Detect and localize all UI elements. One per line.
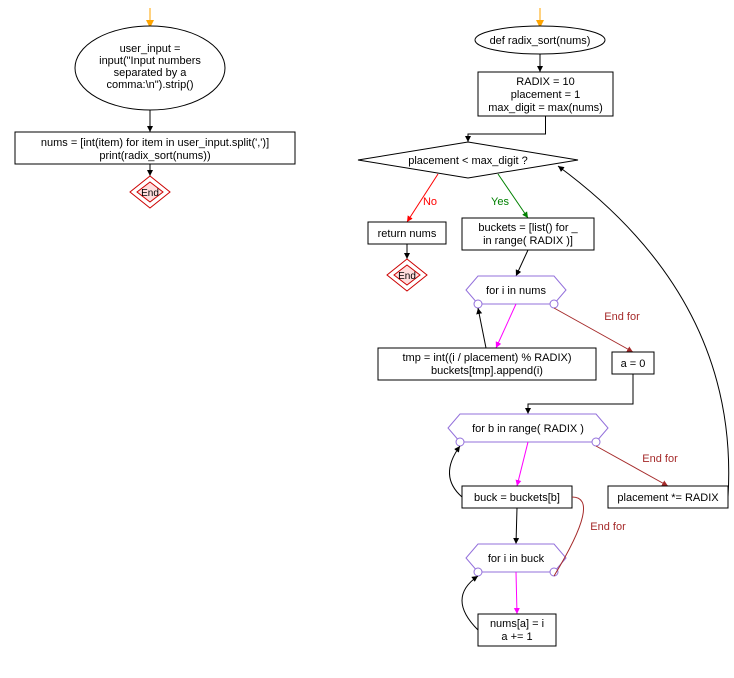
svg-text:placement *= RADIX: placement *= RADIX bbox=[617, 492, 719, 504]
svg-text:in range( RADIX )]: in range( RADIX )] bbox=[483, 235, 573, 247]
svg-text:a = 0: a = 0 bbox=[621, 358, 646, 370]
svg-text:separated by a: separated by a bbox=[114, 67, 188, 79]
svg-text:Yes: Yes bbox=[491, 196, 509, 208]
svg-text:user_input =: user_input = bbox=[120, 43, 181, 55]
svg-text:nums = [int(item) for item in: nums = [int(item) for item in user_input… bbox=[41, 137, 269, 149]
svg-text:No: No bbox=[423, 196, 437, 208]
svg-text:input("Input numbers: input("Input numbers bbox=[99, 55, 201, 67]
svg-text:End for: End for bbox=[642, 453, 678, 465]
svg-text:End for: End for bbox=[590, 521, 626, 533]
svg-text:End for: End for bbox=[604, 311, 640, 323]
svg-text:def radix_sort(nums): def radix_sort(nums) bbox=[490, 35, 591, 47]
svg-text:max_digit = max(nums): max_digit = max(nums) bbox=[488, 102, 603, 114]
svg-text:RADIX = 10: RADIX = 10 bbox=[516, 76, 574, 88]
svg-text:a += 1: a += 1 bbox=[501, 631, 532, 643]
svg-text:for b in range( RADIX ): for b in range( RADIX ) bbox=[472, 423, 584, 435]
svg-text:placement < max_digit ?: placement < max_digit ? bbox=[408, 155, 528, 167]
svg-text:return nums: return nums bbox=[378, 228, 437, 240]
svg-text:End: End bbox=[398, 271, 416, 282]
svg-text:comma:\n").strip(): comma:\n").strip() bbox=[106, 79, 193, 91]
svg-text:nums[a] = i: nums[a] = i bbox=[490, 618, 544, 630]
svg-text:End: End bbox=[141, 188, 159, 199]
svg-text:print(radix_sort(nums)): print(radix_sort(nums)) bbox=[99, 150, 210, 162]
svg-text:placement = 1: placement = 1 bbox=[511, 89, 580, 101]
svg-text:for i in nums: for i in nums bbox=[486, 285, 546, 297]
svg-text:buck = buckets[b]: buck = buckets[b] bbox=[474, 492, 560, 504]
svg-text:buckets[tmp].append(i): buckets[tmp].append(i) bbox=[431, 365, 543, 377]
svg-text:for i in buck: for i in buck bbox=[488, 553, 545, 565]
svg-text:tmp = int((i / placement) % RA: tmp = int((i / placement) % RADIX) bbox=[402, 352, 571, 364]
svg-text:buckets = [list() for _: buckets = [list() for _ bbox=[478, 222, 578, 234]
